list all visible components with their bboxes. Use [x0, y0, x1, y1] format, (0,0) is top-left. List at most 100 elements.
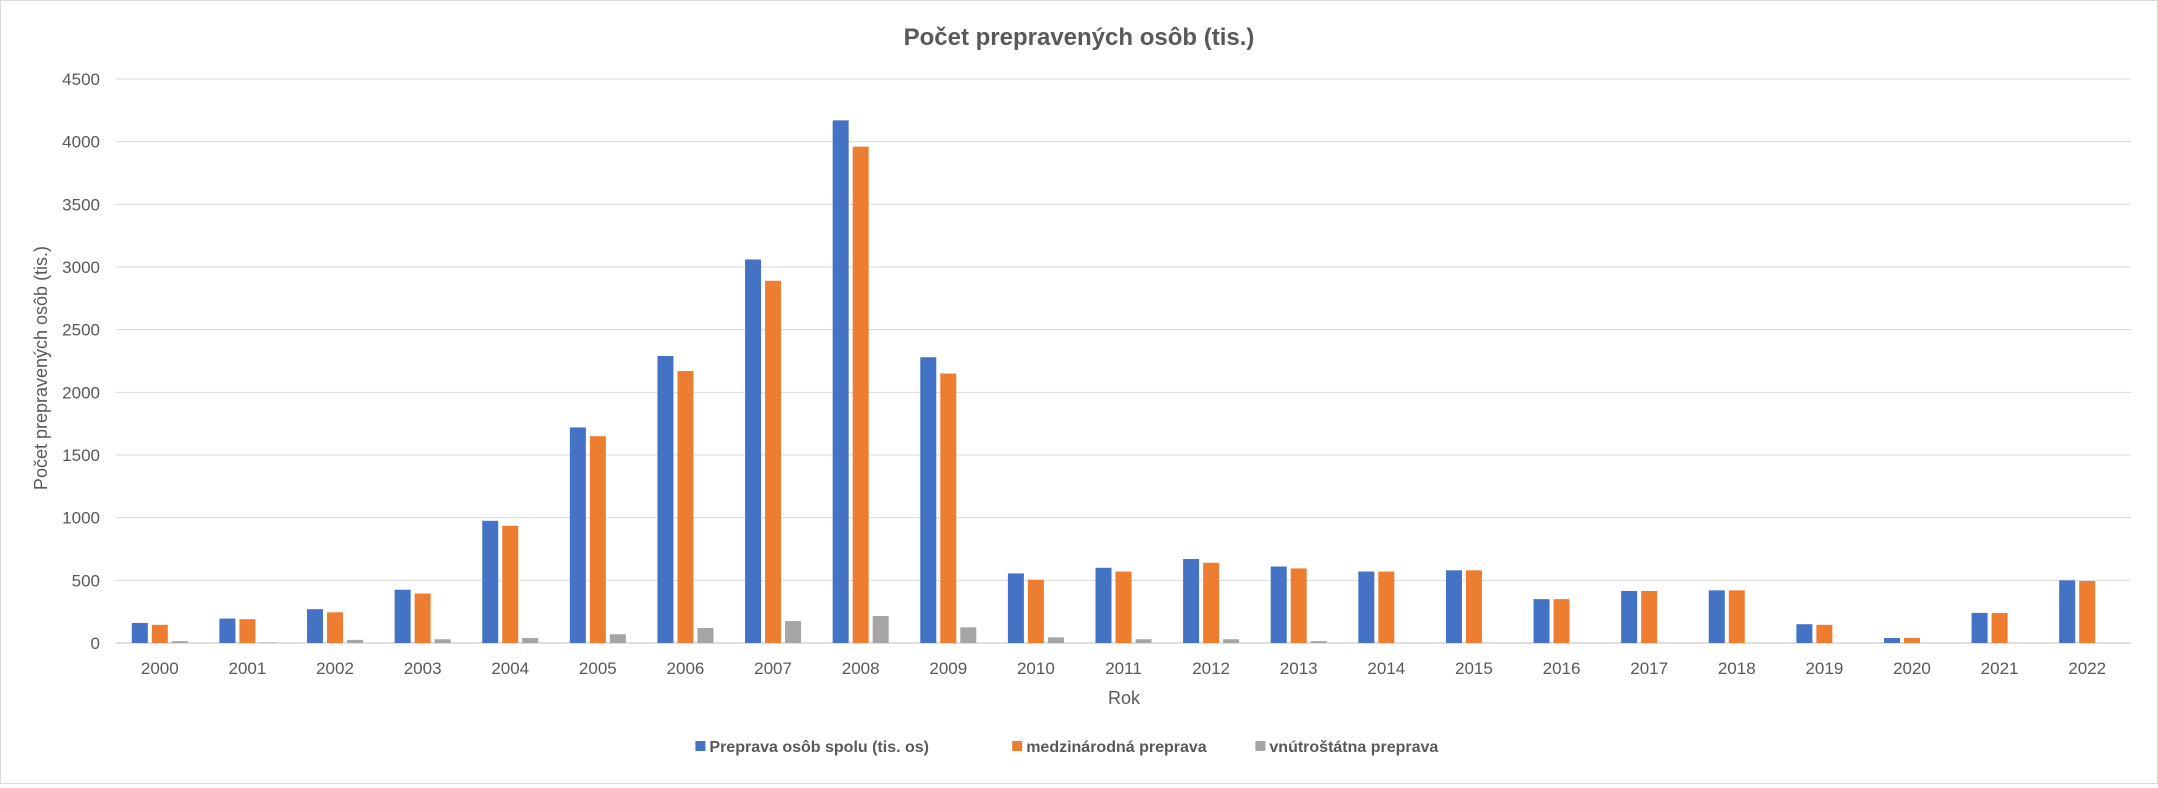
y-tick-label: 4500 [62, 70, 100, 89]
y-tick-label: 0 [91, 634, 100, 653]
bar-2002-series-1 [307, 609, 323, 643]
bar-2005-series-2 [590, 436, 606, 643]
bar-2016-series-2 [1554, 599, 1570, 643]
bar-2011-series-3 [1136, 639, 1152, 643]
legend-swatch [695, 741, 705, 751]
bar-2018-series-1 [1709, 590, 1725, 643]
legend-swatch [1255, 741, 1265, 751]
x-tick-label: 2001 [228, 659, 266, 678]
bar-2007-series-1 [745, 259, 761, 643]
legend-label: Preprava osôb spolu (tis. os) [709, 739, 929, 756]
bar-2020-series-2 [1904, 638, 1920, 643]
bar-2000-series-1 [132, 623, 148, 643]
bar-2002-series-2 [327, 612, 343, 643]
bar-2016-series-1 [1534, 599, 1550, 643]
x-tick-label: 2019 [1805, 659, 1843, 678]
bar-2020-series-1 [1884, 638, 1900, 643]
x-tick-label: 2000 [141, 659, 179, 678]
bar-2012-series-1 [1183, 559, 1199, 643]
x-tick-label: 2009 [929, 659, 967, 678]
bar-2019-series-2 [1816, 625, 1832, 643]
x-tick-label: 2013 [1280, 659, 1318, 678]
bar-2011-series-1 [1096, 568, 1112, 643]
bar-2000-series-2 [152, 625, 168, 643]
bar-2009-series-1 [920, 357, 936, 643]
bar-2003-series-2 [415, 593, 431, 643]
bar-2022-series-2 [2079, 581, 2095, 643]
bar-2011-series-2 [1116, 572, 1132, 643]
chart-container: Počet prepravených osôb (tis.) 0 500 1000 1… [0, 0, 2158, 784]
y-tick-label: 500 [72, 571, 100, 590]
legend-swatch [1012, 741, 1022, 751]
bar-2010-series-3 [1048, 637, 1064, 643]
bar-2013-series-1 [1271, 567, 1287, 643]
bar-2010-series-1 [1008, 573, 1024, 643]
bar-2019-series-1 [1796, 624, 1812, 643]
y-tick-label: 3000 [62, 258, 100, 277]
x-axis-label: Rok [1108, 688, 1141, 708]
bar-2014-series-2 [1378, 572, 1394, 643]
bar-2009-series-2 [940, 374, 956, 643]
bar-2005-series-3 [610, 634, 626, 643]
x-tick-label: 2020 [1893, 659, 1931, 678]
x-tick-label: 2006 [667, 659, 705, 678]
x-tick-label: 2018 [1718, 659, 1756, 678]
x-tick-label: 2005 [579, 659, 617, 678]
x-axis-tick-labels: 2000 2001 2002 2003 2004 2005 2006 2007 2008 2009… [141, 659, 2106, 678]
y-axis-tick-labels: 0 500 1000 1500 2000 2500 3000 3500 4000 4500 [62, 70, 100, 653]
x-tick-label: 2017 [1630, 659, 1668, 678]
bar-2010-series-2 [1028, 580, 1044, 643]
bar-2008-series-3 [873, 616, 889, 643]
bar-2017-series-1 [1621, 591, 1637, 643]
bar-2006-series-3 [697, 628, 713, 643]
x-tick-label: 2002 [316, 659, 354, 678]
bar-2013-series-3 [1311, 641, 1327, 643]
bar-2004-series-3 [522, 638, 538, 643]
bar-2015-series-1 [1446, 570, 1462, 643]
bar-2021-series-1 [1972, 613, 1988, 643]
bar-2003-series-3 [435, 639, 451, 643]
bars [132, 120, 2095, 643]
bar-2015-series-2 [1466, 570, 1482, 643]
legend: Preprava osôb spolu (tis. os) medzinárodn… [695, 739, 1438, 756]
y-tick-label: 4000 [62, 133, 100, 152]
bar-2000-series-3 [172, 641, 188, 643]
x-tick-label: 2011 [1105, 659, 1142, 678]
bar-2001-series-1 [219, 619, 235, 643]
bar-2004-series-1 [482, 521, 498, 643]
bar-2008-series-2 [853, 147, 869, 643]
legend-label: medzinárodná preprava [1026, 739, 1207, 756]
bar-2013-series-2 [1291, 568, 1307, 643]
bar-2005-series-1 [570, 427, 586, 643]
y-axis-label: Počet prepravených osôb (tis.) [31, 246, 51, 490]
bar-2017-series-2 [1641, 591, 1657, 643]
y-tick-label: 3500 [62, 195, 100, 214]
bar-2006-series-2 [677, 371, 693, 643]
bar-2006-series-1 [657, 356, 673, 643]
bar-2021-series-2 [1992, 613, 2008, 643]
y-tick-label: 2500 [62, 321, 100, 340]
y-tick-label: 1000 [62, 509, 100, 528]
bar-2012-series-2 [1203, 563, 1219, 643]
x-tick-label: 2008 [842, 659, 880, 678]
chart-title: Počet prepravených osôb (tis.) [904, 24, 1255, 51]
bar-2022-series-1 [2059, 580, 2075, 643]
bar-2012-series-3 [1223, 639, 1239, 643]
x-tick-label: 2021 [1981, 659, 2019, 678]
x-tick-label: 2003 [404, 659, 442, 678]
x-tick-label: 2015 [1455, 659, 1493, 678]
bar-2001-series-3 [259, 642, 275, 643]
y-tick-label: 1500 [62, 446, 100, 465]
x-tick-label: 2004 [491, 659, 529, 678]
bar-2004-series-2 [502, 526, 518, 643]
bar-2002-series-3 [347, 640, 363, 643]
bar-2007-series-3 [785, 621, 801, 643]
y-tick-label: 2000 [62, 383, 100, 402]
x-tick-label: 2010 [1017, 659, 1055, 678]
gridlines [116, 79, 2131, 643]
bar-2008-series-1 [833, 120, 849, 643]
x-tick-label: 2016 [1543, 659, 1581, 678]
bar-2014-series-1 [1358, 572, 1374, 643]
x-tick-label: 2014 [1367, 659, 1405, 678]
bar-2018-series-2 [1729, 590, 1745, 643]
